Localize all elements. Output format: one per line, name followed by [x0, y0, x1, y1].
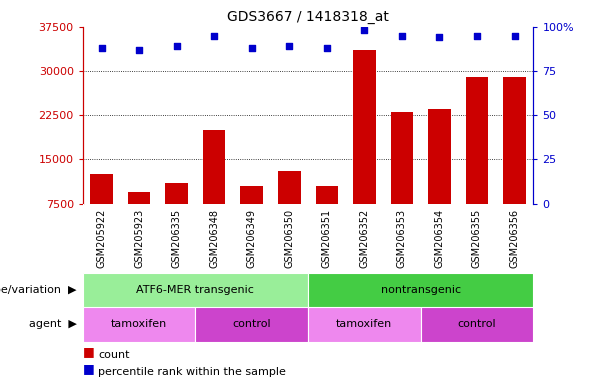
- Text: tamoxifen: tamoxifen: [336, 319, 392, 329]
- Bar: [308, 307, 421, 342]
- Text: GSM206354: GSM206354: [435, 209, 444, 268]
- Bar: [503, 77, 526, 204]
- Text: GSM206355: GSM206355: [472, 209, 482, 268]
- Bar: [278, 171, 300, 204]
- Point: [359, 27, 369, 33]
- Bar: [196, 307, 308, 342]
- Bar: [83, 273, 308, 307]
- Text: tamoxifen: tamoxifen: [111, 319, 167, 329]
- Point: [172, 43, 181, 50]
- Bar: [128, 192, 150, 204]
- Bar: [83, 307, 196, 342]
- Bar: [421, 307, 533, 342]
- Text: GSM205922: GSM205922: [96, 209, 107, 268]
- Text: control: control: [232, 319, 271, 329]
- Bar: [203, 130, 226, 204]
- Point: [134, 47, 144, 53]
- Text: percentile rank within the sample: percentile rank within the sample: [98, 367, 286, 377]
- Point: [247, 45, 257, 51]
- Point: [435, 35, 444, 41]
- Bar: [390, 112, 413, 204]
- Text: GSM205923: GSM205923: [134, 209, 144, 268]
- Point: [322, 45, 332, 51]
- Point: [209, 33, 219, 39]
- Text: GSM206348: GSM206348: [209, 209, 219, 268]
- Text: ■: ■: [83, 362, 99, 376]
- Text: control: control: [458, 319, 497, 329]
- Text: genotype/variation  ▶: genotype/variation ▶: [0, 285, 77, 295]
- Text: GSM206335: GSM206335: [172, 209, 181, 268]
- Text: ATF6-MER transgenic: ATF6-MER transgenic: [137, 285, 254, 295]
- Text: GSM206351: GSM206351: [322, 209, 332, 268]
- Point: [509, 33, 519, 39]
- Text: agent  ▶: agent ▶: [29, 319, 77, 329]
- Title: GDS3667 / 1418318_at: GDS3667 / 1418318_at: [227, 10, 389, 25]
- Point: [472, 33, 482, 39]
- Point: [284, 43, 294, 50]
- Bar: [316, 186, 338, 204]
- Point: [397, 33, 407, 39]
- Bar: [428, 109, 451, 204]
- Point: [97, 45, 107, 51]
- Text: count: count: [98, 350, 129, 360]
- Bar: [353, 50, 376, 204]
- Bar: [90, 174, 113, 204]
- Text: GSM206349: GSM206349: [246, 209, 257, 268]
- Text: nontransgenic: nontransgenic: [381, 285, 461, 295]
- Bar: [166, 183, 188, 204]
- Text: GSM206353: GSM206353: [397, 209, 407, 268]
- Text: GSM206350: GSM206350: [284, 209, 294, 268]
- Text: GSM206356: GSM206356: [509, 209, 520, 268]
- Bar: [308, 273, 533, 307]
- Text: GSM206352: GSM206352: [359, 209, 370, 268]
- Text: ■: ■: [83, 345, 99, 358]
- Bar: [466, 77, 488, 204]
- Bar: [240, 186, 263, 204]
